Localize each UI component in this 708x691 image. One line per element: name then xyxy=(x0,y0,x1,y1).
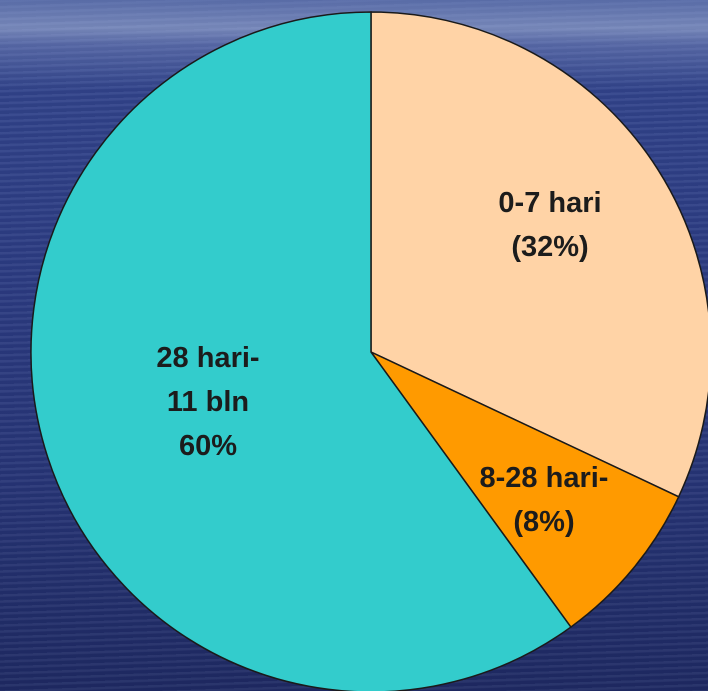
pie-label-line: 60% xyxy=(179,430,237,462)
pie-slice-8-28 xyxy=(370,351,680,629)
pie-label-line: 0-7 hari xyxy=(498,187,601,219)
pie-label-line: 28 hari- xyxy=(156,342,259,374)
pie-label-line: (8%) xyxy=(513,506,574,538)
pie-label-0-7: 0-7 hari (32%) xyxy=(498,187,601,263)
pie-labels: 0-7 hari (32%) 8-28 hari- (8%) 28 hari- 11 bl… xyxy=(156,187,608,538)
pie-label-line: (32%) xyxy=(511,231,588,263)
pie-label-line: 8-28 hari- xyxy=(480,462,609,494)
pie-label-line: 11 bln xyxy=(167,386,249,418)
pie-label-8-28: 8-28 hari- (8%) xyxy=(480,462,609,538)
pie-slice-0-7 xyxy=(370,11,708,498)
pie-slice-28-11 xyxy=(30,11,572,691)
pie-label-28-11: 28 hari- 11 bln 60% xyxy=(156,342,259,462)
pie-slices xyxy=(30,11,708,691)
